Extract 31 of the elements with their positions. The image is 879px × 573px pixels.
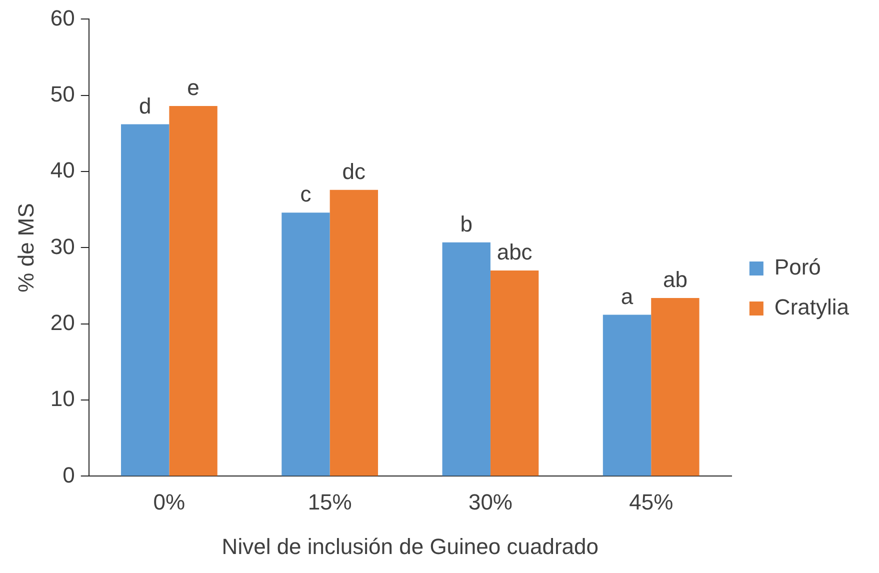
bar bbox=[490, 270, 539, 476]
y-tick-label: 50 bbox=[50, 81, 75, 106]
data-label: abc bbox=[496, 240, 532, 265]
y-tick-label: 60 bbox=[50, 5, 75, 30]
y-axis-title: % de MS bbox=[13, 203, 38, 292]
data-label: e bbox=[187, 75, 200, 100]
bar bbox=[169, 106, 218, 476]
data-label: dc bbox=[342, 158, 366, 184]
bar bbox=[282, 212, 330, 476]
data-label: ab bbox=[662, 267, 688, 292]
bar bbox=[602, 314, 652, 476]
x-tick-label: 45% bbox=[629, 489, 674, 514]
bar bbox=[651, 298, 700, 476]
x-tick-label: 15% bbox=[308, 489, 352, 514]
y-tick-label: 10 bbox=[50, 386, 75, 412]
x-tick-label: 30% bbox=[468, 489, 512, 514]
x-axis-title: Nivel de inclusión de Guineo cuadrado bbox=[222, 534, 598, 559]
y-tick-label: 0 bbox=[62, 462, 75, 488]
y-tick-label: 40 bbox=[50, 158, 75, 183]
bar bbox=[121, 124, 170, 476]
y-tick-label: 20 bbox=[50, 310, 75, 335]
data-label: a bbox=[620, 284, 634, 309]
legend-label: Poró bbox=[774, 254, 821, 280]
data-label: b bbox=[460, 211, 472, 236]
bar bbox=[330, 190, 378, 476]
bar bbox=[442, 242, 490, 476]
data-label: c bbox=[300, 182, 312, 207]
x-tick-label: 0% bbox=[153, 489, 186, 514]
legend-label: Cratylia bbox=[774, 294, 850, 320]
data-label: d bbox=[138, 93, 152, 118]
y-tick-label: 30 bbox=[50, 234, 75, 259]
